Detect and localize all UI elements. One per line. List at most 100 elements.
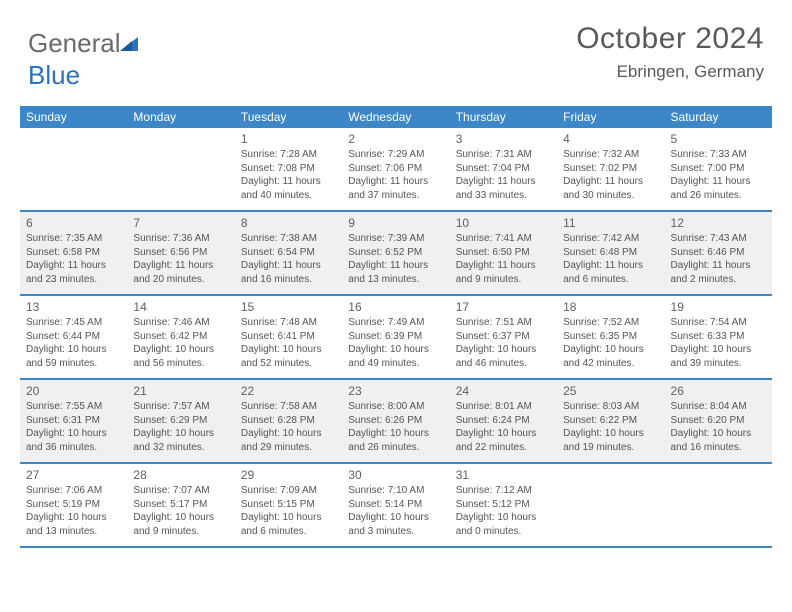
day-cell: 19Sunrise: 7:54 AMSunset: 6:33 PMDayligh… xyxy=(665,296,772,378)
day-number: 29 xyxy=(241,467,336,483)
day-sunset: Sunset: 6:24 PM xyxy=(456,414,551,428)
day-sunrise: Sunrise: 7:46 AM xyxy=(133,316,228,330)
day-cell: 27Sunrise: 7:06 AMSunset: 5:19 PMDayligh… xyxy=(20,464,127,546)
day-cell: 18Sunrise: 7:52 AMSunset: 6:35 PMDayligh… xyxy=(557,296,664,378)
day-number: 16 xyxy=(348,299,443,315)
day-sunrise: Sunrise: 7:43 AM xyxy=(671,232,766,246)
day-daylight: Daylight: 10 hours and 52 minutes. xyxy=(241,343,336,370)
day-daylight: Daylight: 10 hours and 56 minutes. xyxy=(133,343,228,370)
day-cell: 3Sunrise: 7:31 AMSunset: 7:04 PMDaylight… xyxy=(450,128,557,210)
day-sunset: Sunset: 6:54 PM xyxy=(241,246,336,260)
logo-text-2: Blue xyxy=(28,60,80,90)
day-sunset: Sunset: 5:15 PM xyxy=(241,498,336,512)
day-cell: 9Sunrise: 7:39 AMSunset: 6:52 PMDaylight… xyxy=(342,212,449,294)
day-number: 26 xyxy=(671,383,766,399)
day-sunrise: Sunrise: 7:55 AM xyxy=(26,400,121,414)
weekday-header-row: SundayMondayTuesdayWednesdayThursdayFrid… xyxy=(20,106,772,128)
day-sunrise: Sunrise: 7:07 AM xyxy=(133,484,228,498)
day-number: 22 xyxy=(241,383,336,399)
day-cell: 17Sunrise: 7:51 AMSunset: 6:37 PMDayligh… xyxy=(450,296,557,378)
day-number: 2 xyxy=(348,131,443,147)
day-daylight: Daylight: 10 hours and 13 minutes. xyxy=(26,511,121,538)
day-number: 18 xyxy=(563,299,658,315)
day-sunrise: Sunrise: 7:51 AM xyxy=(456,316,551,330)
day-cell-empty xyxy=(127,128,234,210)
day-sunrise: Sunrise: 7:45 AM xyxy=(26,316,121,330)
day-daylight: Daylight: 10 hours and 49 minutes. xyxy=(348,343,443,370)
day-daylight: Daylight: 10 hours and 16 minutes. xyxy=(671,427,766,454)
week-row: 27Sunrise: 7:06 AMSunset: 5:19 PMDayligh… xyxy=(20,464,772,548)
day-sunset: Sunset: 6:41 PM xyxy=(241,330,336,344)
day-number: 25 xyxy=(563,383,658,399)
day-number: 17 xyxy=(456,299,551,315)
day-daylight: Daylight: 11 hours and 16 minutes. xyxy=(241,259,336,286)
day-daylight: Daylight: 10 hours and 0 minutes. xyxy=(456,511,551,538)
day-sunset: Sunset: 6:35 PM xyxy=(563,330,658,344)
day-cell: 26Sunrise: 8:04 AMSunset: 6:20 PMDayligh… xyxy=(665,380,772,462)
day-number: 20 xyxy=(26,383,121,399)
day-number: 11 xyxy=(563,215,658,231)
day-daylight: Daylight: 10 hours and 9 minutes. xyxy=(133,511,228,538)
day-daylight: Daylight: 11 hours and 40 minutes. xyxy=(241,175,336,202)
day-sunset: Sunset: 5:19 PM xyxy=(26,498,121,512)
day-sunrise: Sunrise: 7:49 AM xyxy=(348,316,443,330)
day-number: 9 xyxy=(348,215,443,231)
day-daylight: Daylight: 10 hours and 29 minutes. xyxy=(241,427,336,454)
day-cell: 23Sunrise: 8:00 AMSunset: 6:26 PMDayligh… xyxy=(342,380,449,462)
day-daylight: Daylight: 10 hours and 6 minutes. xyxy=(241,511,336,538)
day-sunrise: Sunrise: 7:32 AM xyxy=(563,148,658,162)
day-sunset: Sunset: 6:29 PM xyxy=(133,414,228,428)
day-sunrise: Sunrise: 7:48 AM xyxy=(241,316,336,330)
day-cell: 8Sunrise: 7:38 AMSunset: 6:54 PMDaylight… xyxy=(235,212,342,294)
day-cell: 30Sunrise: 7:10 AMSunset: 5:14 PMDayligh… xyxy=(342,464,449,546)
day-sunset: Sunset: 6:26 PM xyxy=(348,414,443,428)
day-sunset: Sunset: 6:22 PM xyxy=(563,414,658,428)
day-sunset: Sunset: 6:20 PM xyxy=(671,414,766,428)
day-daylight: Daylight: 11 hours and 30 minutes. xyxy=(563,175,658,202)
day-daylight: Daylight: 10 hours and 26 minutes. xyxy=(348,427,443,454)
day-daylight: Daylight: 10 hours and 59 minutes. xyxy=(26,343,121,370)
day-sunrise: Sunrise: 8:00 AM xyxy=(348,400,443,414)
day-cell: 6Sunrise: 7:35 AMSunset: 6:58 PMDaylight… xyxy=(20,212,127,294)
day-sunrise: Sunrise: 7:41 AM xyxy=(456,232,551,246)
day-daylight: Daylight: 10 hours and 46 minutes. xyxy=(456,343,551,370)
day-daylight: Daylight: 11 hours and 9 minutes. xyxy=(456,259,551,286)
day-cell: 25Sunrise: 8:03 AMSunset: 6:22 PMDayligh… xyxy=(557,380,664,462)
day-number: 31 xyxy=(456,467,551,483)
day-number: 27 xyxy=(26,467,121,483)
day-cell: 14Sunrise: 7:46 AMSunset: 6:42 PMDayligh… xyxy=(127,296,234,378)
day-sunset: Sunset: 6:44 PM xyxy=(26,330,121,344)
day-sunset: Sunset: 6:46 PM xyxy=(671,246,766,260)
weekday-header: Wednesday xyxy=(342,106,449,128)
day-number: 6 xyxy=(26,215,121,231)
day-number: 23 xyxy=(348,383,443,399)
day-daylight: Daylight: 11 hours and 13 minutes. xyxy=(348,259,443,286)
month-year: October 2024 xyxy=(576,22,764,56)
day-daylight: Daylight: 11 hours and 37 minutes. xyxy=(348,175,443,202)
day-sunrise: Sunrise: 7:36 AM xyxy=(133,232,228,246)
day-cell: 1Sunrise: 7:28 AMSunset: 7:08 PMDaylight… xyxy=(235,128,342,210)
day-cell: 28Sunrise: 7:07 AMSunset: 5:17 PMDayligh… xyxy=(127,464,234,546)
day-sunset: Sunset: 6:58 PM xyxy=(26,246,121,260)
day-sunset: Sunset: 6:48 PM xyxy=(563,246,658,260)
day-sunset: Sunset: 7:08 PM xyxy=(241,162,336,176)
day-sunset: Sunset: 6:39 PM xyxy=(348,330,443,344)
day-sunrise: Sunrise: 7:39 AM xyxy=(348,232,443,246)
day-cell-empty xyxy=(20,128,127,210)
day-sunrise: Sunrise: 8:01 AM xyxy=(456,400,551,414)
day-sunset: Sunset: 6:31 PM xyxy=(26,414,121,428)
day-cell: 7Sunrise: 7:36 AMSunset: 6:56 PMDaylight… xyxy=(127,212,234,294)
logo-sail-icon xyxy=(118,29,140,60)
day-sunrise: Sunrise: 7:58 AM xyxy=(241,400,336,414)
day-sunset: Sunset: 6:42 PM xyxy=(133,330,228,344)
day-daylight: Daylight: 10 hours and 22 minutes. xyxy=(456,427,551,454)
day-sunset: Sunset: 7:04 PM xyxy=(456,162,551,176)
day-number: 24 xyxy=(456,383,551,399)
day-daylight: Daylight: 10 hours and 36 minutes. xyxy=(26,427,121,454)
day-sunrise: Sunrise: 7:28 AM xyxy=(241,148,336,162)
day-number: 7 xyxy=(133,215,228,231)
day-sunrise: Sunrise: 7:10 AM xyxy=(348,484,443,498)
title-block: October 2024 Ebringen, Germany xyxy=(576,22,764,82)
day-cell: 24Sunrise: 8:01 AMSunset: 6:24 PMDayligh… xyxy=(450,380,557,462)
day-sunset: Sunset: 7:06 PM xyxy=(348,162,443,176)
